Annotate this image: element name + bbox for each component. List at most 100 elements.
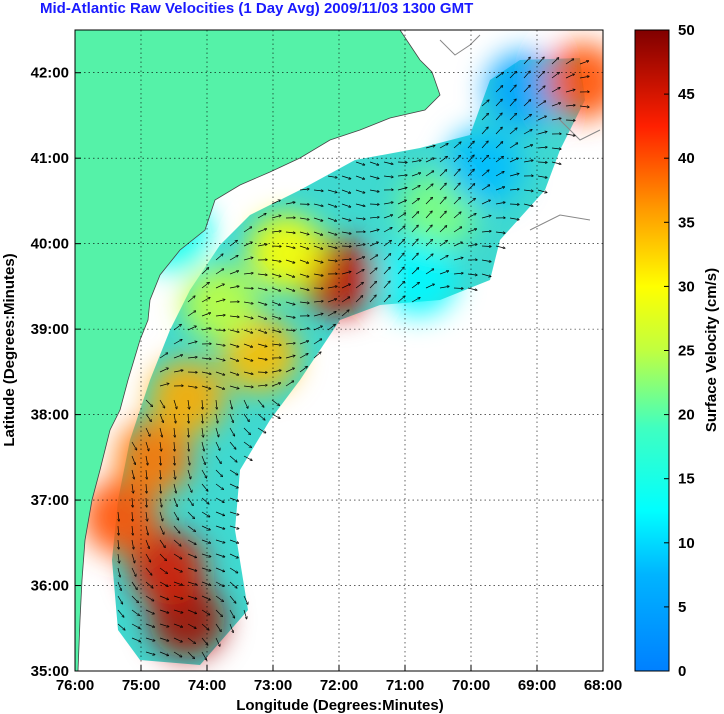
velocity-sample-9 — [446, 128, 523, 205]
velocity-arrow — [145, 455, 148, 465]
velocity-arrow — [229, 581, 237, 588]
velocity-arrow — [509, 128, 517, 135]
velocity-arrow — [481, 273, 491, 277]
velocity-arrow — [243, 227, 251, 233]
velocity-arrow — [243, 371, 253, 374]
velocity-arrow — [537, 86, 545, 93]
velocity-arrow — [481, 127, 488, 135]
velocity-arrow — [229, 609, 234, 618]
velocity-arrow — [257, 287, 267, 290]
velocity-arrow — [327, 245, 337, 248]
velocity-arrow — [117, 581, 121, 590]
velocity-arrow — [439, 144, 448, 149]
velocity-arrow — [160, 483, 161, 493]
velocity-arrow — [411, 239, 418, 247]
velocity-arrow — [467, 287, 477, 290]
cape-cod-outline — [439, 34, 601, 231]
y-tick-label: 36:00 — [31, 578, 69, 595]
velocity-arrow — [411, 253, 418, 261]
velocity-arrow — [216, 399, 217, 409]
velocity-arrow — [467, 169, 474, 177]
velocity-arrow — [257, 399, 264, 407]
velocity-arrow — [187, 357, 197, 358]
velocity-arrow — [551, 73, 559, 79]
velocity-arrow — [369, 217, 379, 218]
velocity-arrow — [215, 581, 224, 586]
velocity-arrow — [299, 273, 309, 277]
velocity-arrow — [271, 315, 281, 319]
velocity-arrow — [201, 441, 204, 451]
velocity-arrow — [369, 242, 378, 247]
velocity-arrow — [495, 142, 503, 149]
velocity-arrow — [243, 399, 248, 408]
velocity-arrow — [523, 100, 531, 107]
velocity-arrow — [145, 581, 153, 588]
velocity-arrow — [509, 143, 518, 149]
chart-title: Mid-Atlantic Raw Velocities (1 Day Avg) … — [40, 0, 474, 17]
velocity-arrow — [341, 231, 351, 234]
velocity-arrow — [146, 469, 147, 479]
velocity-arrow — [537, 101, 546, 107]
velocity-arrow — [341, 310, 349, 317]
velocity-arrow — [425, 198, 432, 205]
velocity-arrow — [173, 483, 176, 493]
velocity-arrow — [341, 297, 350, 303]
velocity-arrow — [117, 623, 125, 630]
velocity-arrow — [201, 595, 210, 600]
velocity-arrow — [257, 357, 267, 360]
velocity-arrow — [509, 189, 519, 190]
velocity-arrow — [397, 240, 404, 247]
velocity-arrow — [174, 455, 175, 465]
velocity-arrow — [355, 270, 364, 275]
velocity-arrow — [159, 539, 165, 547]
velocity-arrow — [159, 413, 163, 422]
velocity-arrow — [411, 212, 419, 219]
velocity-arrow — [131, 637, 140, 641]
velocity-arrow — [229, 539, 238, 543]
velocity-arrow — [369, 295, 376, 303]
velocity-arrow — [215, 469, 222, 476]
velocity-arrow — [243, 609, 247, 619]
velocity-arrow — [131, 455, 135, 464]
velocity-arrow — [257, 214, 266, 219]
velocity-arrow — [369, 175, 379, 178]
velocity-arrow — [215, 455, 221, 463]
velocity-arrow — [495, 127, 502, 135]
velocity-arrow — [537, 132, 547, 135]
velocity-arrow — [229, 553, 238, 558]
velocity-arrow — [173, 637, 182, 642]
velocity-arrow — [271, 399, 279, 405]
velocity-arrow — [187, 326, 196, 331]
velocity-arrow — [383, 267, 390, 275]
velocity-arrow — [118, 511, 119, 521]
velocity-arrow — [327, 217, 336, 221]
velocity-arrow — [160, 469, 161, 479]
velocity-arrow — [481, 216, 491, 219]
velocity-sample-11 — [545, 43, 603, 120]
velocity-arrow — [299, 302, 309, 303]
velocity-arrow — [187, 637, 195, 643]
velocity-arrow — [159, 511, 163, 521]
velocity-arrow — [313, 314, 323, 317]
velocity-arrow — [201, 623, 209, 630]
velocity-arrow — [383, 241, 391, 247]
colorbar — [634, 29, 670, 672]
velocity-arrow — [159, 353, 167, 359]
velocity-arrow — [243, 427, 250, 434]
velocity-arrow — [551, 103, 560, 107]
velocity-arrow — [187, 385, 197, 388]
velocity-arrow — [201, 469, 206, 478]
velocity-arrow — [173, 539, 181, 546]
velocity-arrow — [173, 413, 176, 423]
velocity-arrow — [243, 441, 251, 447]
velocity-arrow — [495, 232, 505, 233]
velocity-arrow — [187, 623, 196, 628]
velocity-arrow — [257, 343, 267, 346]
velocity-arrow — [565, 133, 575, 136]
velocity-arrow — [132, 497, 133, 507]
velocity-arrow — [215, 254, 223, 261]
velocity-arrow — [201, 511, 210, 517]
x-tick-label: 75:00 — [122, 677, 160, 694]
velocity-arrow — [299, 189, 309, 190]
velocity-arrow — [229, 241, 237, 247]
